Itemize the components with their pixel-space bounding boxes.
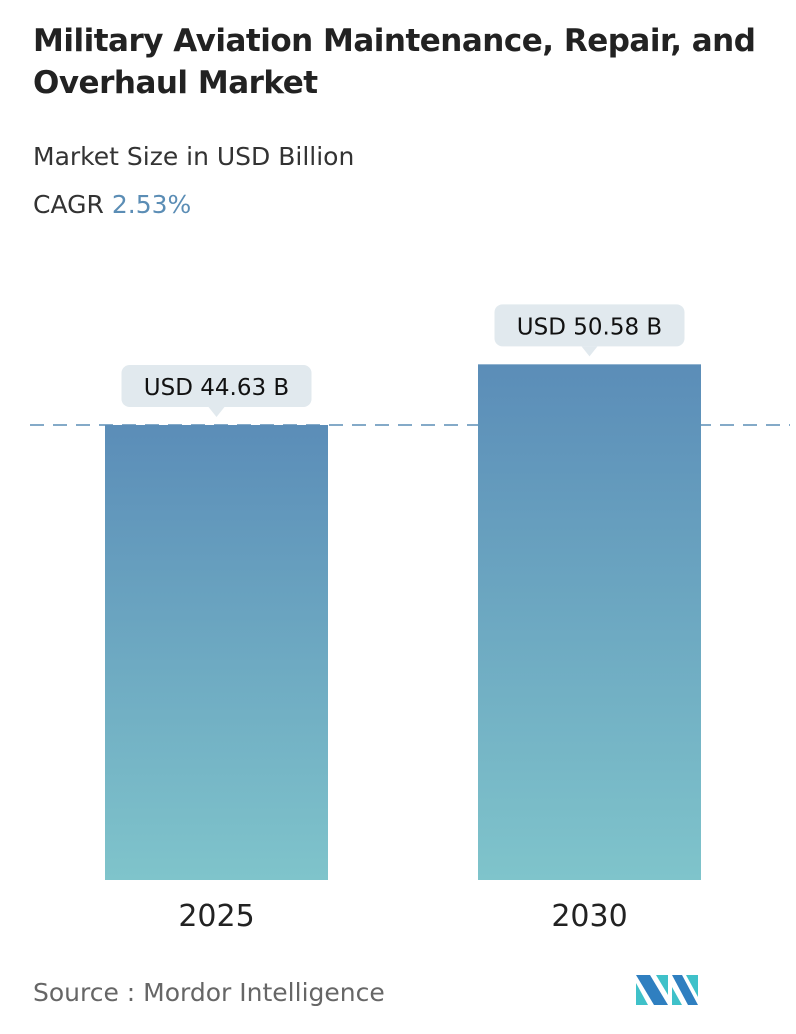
cagr-label: CAGR [33, 190, 104, 219]
source-text: Source : Mordor Intelligence [33, 978, 385, 1007]
mordor-intelligence-logo [636, 975, 698, 1005]
x-tick-label: 2025 [178, 899, 254, 934]
data-label: USD 44.63 B [144, 375, 289, 401]
data-label: USD 50.58 B [517, 314, 662, 340]
cagr-value: 2.53% [111, 190, 192, 219]
chart-subtitle: Market Size in USD Billion [33, 142, 355, 171]
x-tick-label: 2030 [551, 899, 627, 934]
chart-title: Military Aviation Maintenance, Repair, a… [33, 23, 756, 101]
bar-2030 [478, 364, 701, 881]
bar-2025 [105, 425, 328, 880]
bar-chart: USD 44.63 B 2025 USD 50.58 B 2030 [30, 304, 790, 934]
data-label-pointer [208, 407, 225, 417]
cagr: CAGR 2.53% [33, 190, 191, 219]
data-label-pointer [581, 346, 598, 357]
data-label-box [121, 365, 312, 407]
data-label-box [494, 304, 685, 347]
